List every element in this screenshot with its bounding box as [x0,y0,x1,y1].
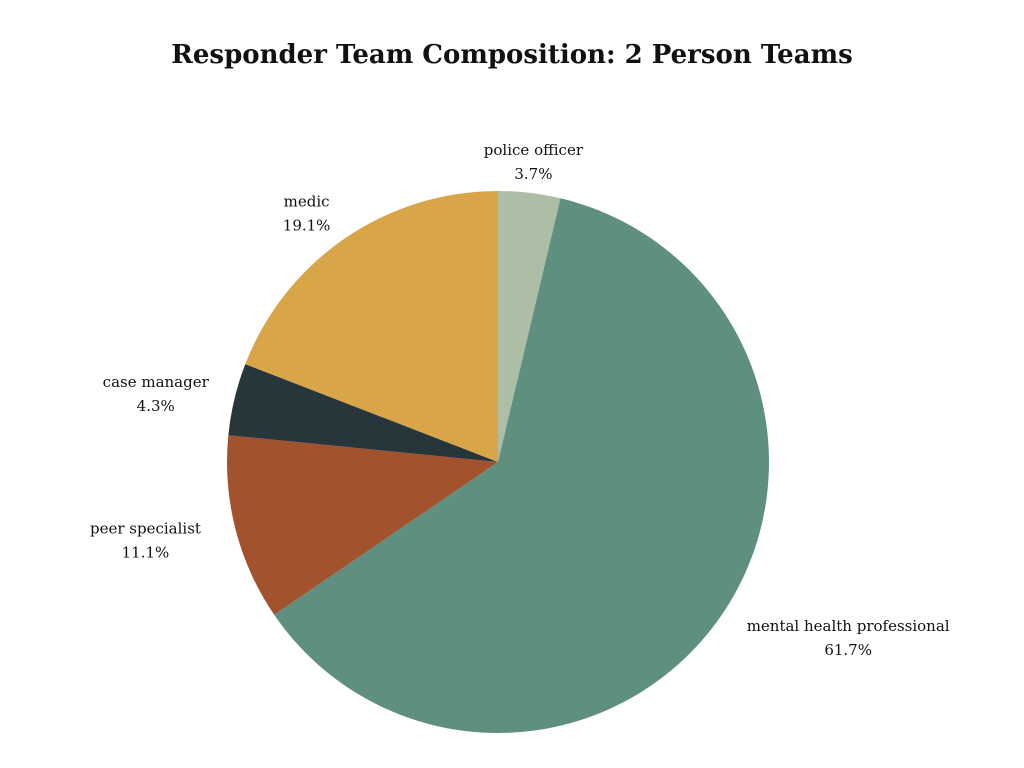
pie-slice-peer-specialist [226,435,498,615]
pie-slice-mental-health-professional [274,198,769,734]
slice-label-case-manager: case manager 4.3% [103,373,210,415]
slice-label-percent: 19.1% [283,216,331,234]
pie-slice-medic [245,191,498,462]
slice-label-medic: medic 19.1% [283,192,331,234]
slice-label-police-officer: police officer 3.7% [484,141,584,183]
slice-label-name: peer specialist [90,519,201,537]
slice-label-percent: 3.7% [514,165,552,183]
slice-label-percent: 61.7% [824,641,872,659]
slice-label-percent: 11.1% [122,543,170,561]
slice-label-name: medic [284,192,330,210]
pie-slice-case-manager [228,364,498,462]
slice-label-name: mental health professional [747,617,950,635]
slice-label-name: case manager [103,373,210,391]
slice-label-peer-specialist: peer specialist 11.1% [90,519,201,561]
slice-label-mental-health-professional: mental health professional 61.7% [747,617,950,659]
pie-slice-police-officer [498,191,561,462]
slice-label-name: police officer [484,141,584,159]
slice-label-percent: 4.3% [137,397,175,415]
chart-title: Responder Team Composition: 2 Person Tea… [171,40,853,70]
